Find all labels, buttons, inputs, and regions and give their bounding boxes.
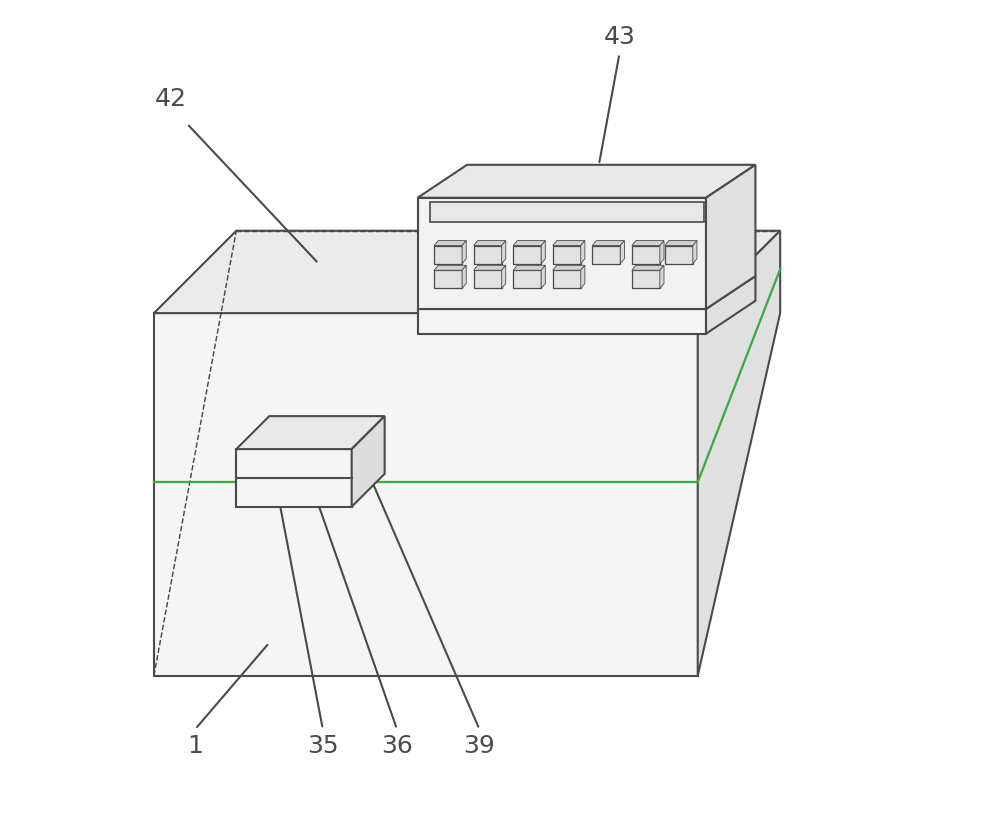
Polygon shape	[418, 165, 755, 198]
Text: 42: 42	[154, 87, 186, 111]
Polygon shape	[502, 241, 506, 264]
Polygon shape	[581, 265, 585, 288]
Polygon shape	[434, 265, 466, 270]
Polygon shape	[592, 246, 620, 264]
Polygon shape	[513, 265, 545, 270]
Polygon shape	[236, 416, 385, 449]
Polygon shape	[474, 246, 502, 264]
Polygon shape	[513, 270, 541, 288]
Polygon shape	[418, 309, 706, 334]
Polygon shape	[581, 241, 585, 264]
Polygon shape	[474, 265, 506, 270]
Polygon shape	[693, 241, 697, 264]
Polygon shape	[620, 241, 624, 264]
Polygon shape	[462, 265, 466, 288]
Polygon shape	[236, 449, 352, 507]
Polygon shape	[706, 276, 755, 334]
Polygon shape	[502, 265, 506, 288]
Text: 36: 36	[381, 733, 413, 758]
Polygon shape	[665, 246, 693, 264]
Polygon shape	[154, 313, 698, 676]
Text: 39: 39	[464, 733, 495, 758]
Text: 35: 35	[307, 733, 339, 758]
Polygon shape	[474, 241, 506, 246]
Polygon shape	[474, 270, 502, 288]
Polygon shape	[541, 265, 545, 288]
Polygon shape	[632, 270, 660, 288]
Text: 1: 1	[187, 733, 203, 758]
Polygon shape	[706, 165, 755, 309]
Polygon shape	[660, 265, 664, 288]
Polygon shape	[352, 416, 385, 507]
Polygon shape	[698, 231, 780, 676]
Polygon shape	[418, 198, 706, 309]
Polygon shape	[154, 231, 780, 313]
Polygon shape	[434, 241, 466, 246]
Polygon shape	[418, 276, 755, 309]
Polygon shape	[434, 246, 462, 264]
Polygon shape	[632, 265, 664, 270]
Polygon shape	[541, 241, 545, 264]
Polygon shape	[665, 241, 697, 246]
Polygon shape	[462, 241, 466, 264]
Polygon shape	[430, 202, 704, 222]
Polygon shape	[632, 241, 664, 246]
Polygon shape	[660, 241, 664, 264]
Polygon shape	[513, 246, 541, 264]
Polygon shape	[632, 246, 660, 264]
Polygon shape	[553, 241, 585, 246]
Text: 43: 43	[604, 25, 635, 49]
Polygon shape	[434, 270, 462, 288]
Polygon shape	[592, 241, 624, 246]
Polygon shape	[553, 265, 585, 270]
Polygon shape	[553, 270, 581, 288]
Polygon shape	[553, 246, 581, 264]
Polygon shape	[513, 241, 545, 246]
